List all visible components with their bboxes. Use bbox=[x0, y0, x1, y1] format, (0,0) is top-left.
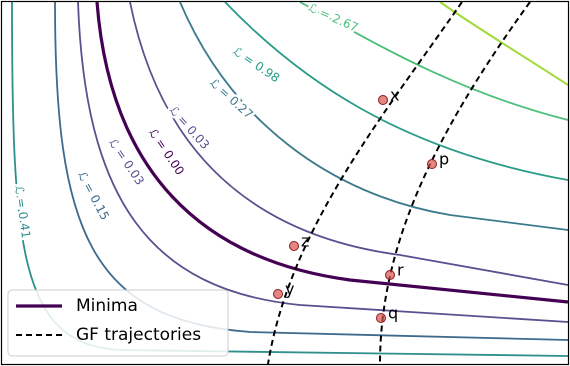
point-marker bbox=[289, 241, 299, 251]
point-marker bbox=[376, 313, 386, 323]
contour-line bbox=[179, 1, 569, 231]
point-label: r bbox=[397, 261, 404, 280]
contour-line bbox=[77, 1, 569, 323]
point-label: p bbox=[439, 150, 449, 169]
gf-trajectory bbox=[267, 1, 463, 365]
point-marker bbox=[385, 270, 395, 280]
contour-line bbox=[299, 1, 569, 121]
point-marker bbox=[427, 159, 437, 169]
point-label: x bbox=[390, 86, 399, 105]
point-label: q bbox=[388, 304, 398, 323]
legend-label: GF trajectories bbox=[76, 325, 201, 345]
contour-line bbox=[95, 1, 569, 304]
legend-label: Minima bbox=[76, 296, 138, 316]
legend-box bbox=[7, 289, 229, 357]
point-marker bbox=[378, 95, 388, 105]
contour-line bbox=[129, 1, 569, 286]
point-label: z bbox=[301, 232, 309, 251]
contour-line bbox=[224, 1, 569, 181]
point-marker bbox=[273, 289, 283, 299]
point-label: y bbox=[285, 280, 294, 299]
